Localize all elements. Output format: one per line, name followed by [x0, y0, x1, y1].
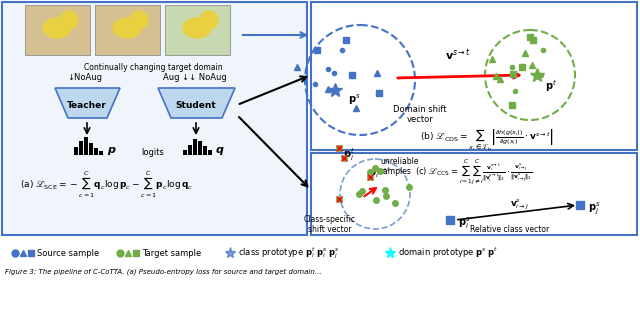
Text: $\mathbf{v}_{i\rightarrow j}^s$: $\mathbf{v}_{i\rightarrow j}^s$ [510, 198, 529, 213]
Bar [193, 139, 197, 155]
Bar [203, 146, 207, 155]
Text: Relative class vector: Relative class vector [470, 225, 550, 234]
Text: $\mathbf{p}^t$: $\mathbf{p}^t$ [545, 78, 557, 94]
Text: $\mathbf{p}^s$: $\mathbf{p}^s$ [348, 93, 360, 107]
Text: logits: logits [141, 148, 164, 157]
Text: $\mathbf{v}_i^{s\rightarrow t}$: $\mathbf{v}_i^{s\rightarrow t}$ [370, 165, 392, 179]
Text: Class-specific
shift vector: Class-specific shift vector [304, 215, 356, 234]
FancyBboxPatch shape [25, 5, 90, 55]
Bar [188, 145, 192, 155]
Text: unreliable
samples: unreliable samples [380, 157, 419, 177]
Text: (c) $\mathscr{L}_{\rm CCS} = \sum_{i=1}^{C}\sum_{j\neq i}^{C} \frac{\mathbf{v}_i: (c) $\mathscr{L}_{\rm CCS} = \sum_{i=1}^… [415, 157, 532, 187]
Ellipse shape [113, 18, 141, 38]
Bar [94, 148, 98, 155]
Text: ↓NoAug: ↓NoAug [67, 73, 102, 82]
Text: Figure 3: The pipeline of C-CoTTA. (a) Pseudo-entropy loss for source and target: Figure 3: The pipeline of C-CoTTA. (a) P… [5, 268, 322, 275]
Text: $\mathbf{p}_j^s$: $\mathbf{p}_j^s$ [588, 200, 600, 216]
Text: Aug ↓↓ NoAug: Aug ↓↓ NoAug [163, 73, 227, 82]
Text: $\mathbf{v}^{s\rightarrow t}$: $\mathbf{v}^{s\rightarrow t}$ [445, 47, 471, 63]
Ellipse shape [43, 18, 71, 38]
Circle shape [60, 11, 78, 29]
Text: Continually changing target domain: Continually changing target domain [84, 63, 222, 72]
Text: p: p [107, 145, 115, 155]
Text: $\mathbf{p}_i^s$: $\mathbf{p}_i^s$ [458, 215, 470, 231]
Text: domain prototype $\mathbf{p}^s\ \mathbf{p}^t$: domain prototype $\mathbf{p}^s\ \mathbf{… [398, 246, 499, 260]
Text: $\mathbf{p}_i^t$: $\mathbf{p}_i^t$ [343, 146, 355, 163]
Text: q: q [216, 145, 224, 155]
Bar [208, 150, 212, 155]
Text: Source sample: Source sample [37, 249, 99, 258]
Bar [198, 141, 202, 155]
Text: Student: Student [175, 100, 216, 110]
Bar [74, 147, 78, 155]
Circle shape [130, 11, 148, 29]
Bar [89, 143, 93, 155]
Circle shape [200, 11, 218, 29]
FancyBboxPatch shape [95, 5, 160, 55]
Bar [183, 150, 187, 155]
Bar [99, 151, 103, 155]
FancyBboxPatch shape [165, 5, 230, 55]
Bar [84, 137, 88, 155]
FancyBboxPatch shape [311, 2, 637, 150]
FancyBboxPatch shape [2, 2, 307, 235]
Text: class prototype $\mathbf{p}_i^t\ \mathbf{p}_i^s\ \mathbf{p}_j^s$: class prototype $\mathbf{p}_i^t\ \mathbf… [238, 245, 340, 261]
Polygon shape [158, 88, 235, 118]
Text: Target sample: Target sample [142, 249, 201, 258]
Polygon shape [55, 88, 120, 118]
Text: (a) $\mathscr{L}_{\rm SCE} = -\sum_{c=1}^{C} \mathbf{q}_c \log \mathbf{p}_c - \s: (a) $\mathscr{L}_{\rm SCE} = -\sum_{c=1}… [20, 170, 193, 200]
Text: (b) $\mathscr{L}_{\rm CDS} = \sum_{x_i \in \mathscr{X}_b} \left| \frac{\partial : (b) $\mathscr{L}_{\rm CDS} = \sum_{x_i \… [420, 128, 554, 153]
FancyBboxPatch shape [311, 153, 637, 235]
Text: Teacher: Teacher [67, 100, 107, 110]
Ellipse shape [183, 18, 211, 38]
Text: Domain shift
vector: Domain shift vector [393, 105, 447, 124]
Bar [79, 141, 83, 155]
